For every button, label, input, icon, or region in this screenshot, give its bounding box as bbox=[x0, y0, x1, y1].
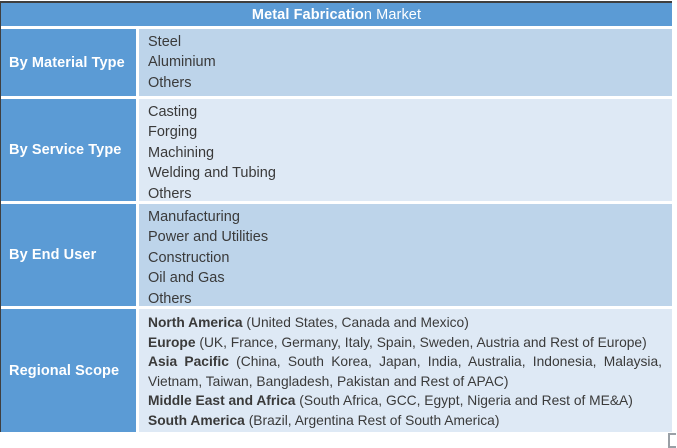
region-detail: (China, South Korea, Japan, India, Austr… bbox=[148, 354, 662, 389]
segment-item: Welding and Tubing bbox=[148, 165, 276, 182]
region-detail: (UK, France, Germany, Italy, Spain, Swed… bbox=[195, 334, 647, 350]
row-label-end-user: By End User bbox=[1, 204, 136, 306]
row-service-type: By Service Type Casting Forging Machinin… bbox=[1, 99, 672, 202]
row-label-regional-scope: Regional Scope bbox=[1, 309, 136, 432]
segment-item: Others bbox=[148, 74, 192, 91]
row-regional-scope: Regional Scope North America (United Sta… bbox=[1, 309, 672, 432]
row-content-service-type: Casting Forging Machining Welding and Tu… bbox=[139, 99, 672, 202]
region-detail: (Brazil, Argentina Rest of South America… bbox=[244, 412, 500, 428]
region-name: Asia Pacific bbox=[148, 354, 229, 370]
segment-item: Aluminium bbox=[148, 54, 216, 71]
region-entry: Europe (UK, France, Germany, Italy, Spai… bbox=[148, 333, 662, 353]
segment-item: Forging bbox=[148, 124, 198, 141]
segment-item: Oil and Gas bbox=[148, 270, 225, 287]
table-title-regular-part: n Market bbox=[363, 6, 422, 23]
segment-item: Power and Utilities bbox=[148, 229, 269, 246]
row-material-type: By Material Type Steel Aluminium Others bbox=[1, 29, 672, 96]
region-name: North America bbox=[148, 315, 243, 330]
region-detail: (United States, Canada and Mexico) bbox=[242, 315, 469, 330]
segment-item: Others bbox=[148, 185, 192, 202]
region-name: Europe bbox=[148, 334, 196, 350]
row-content-end-user: Manufacturing Power and Utilities Constr… bbox=[139, 204, 672, 307]
region-name: Middle East and Africa bbox=[148, 393, 296, 409]
table-title: Metal Fabricatio n Market bbox=[1, 3, 672, 26]
segment-item: Casting bbox=[148, 104, 198, 120]
region-detail: (South Africa, GCC, Egypt, Nigeria and R… bbox=[295, 393, 633, 409]
segment-item: Machining bbox=[148, 144, 215, 161]
row-label-service-type: By Service Type bbox=[1, 99, 136, 201]
row-end-user: By End User Manufacturing Power and Util… bbox=[1, 204, 672, 307]
region-entry: Asia Pacific (China, South Korea, Japan,… bbox=[148, 352, 662, 391]
region-name: South America bbox=[148, 412, 245, 428]
region-entry: South America (Brazil, Argentina Rest of… bbox=[148, 411, 662, 431]
segment-item: Steel bbox=[148, 34, 182, 50]
segment-item: Others bbox=[148, 290, 192, 307]
table-title-bold-part: Metal Fabricatio bbox=[251, 6, 364, 23]
corner-bracket-mark bbox=[668, 433, 676, 448]
region-entry: Middle East and Africa (South Africa, GC… bbox=[148, 391, 662, 411]
row-content-regional-scope: North America (United States, Canada and… bbox=[139, 309, 672, 432]
region-entry: North America (United States, Canada and… bbox=[148, 313, 662, 333]
row-label-material-type: By Material Type bbox=[1, 29, 136, 96]
segment-item: Construction bbox=[148, 249, 230, 266]
segment-item: Manufacturing bbox=[148, 209, 240, 225]
segmentation-table: Metal Fabricatio n Market By Material Typ… bbox=[0, 1, 672, 432]
row-content-material-type: Steel Aluminium Others bbox=[139, 29, 672, 96]
